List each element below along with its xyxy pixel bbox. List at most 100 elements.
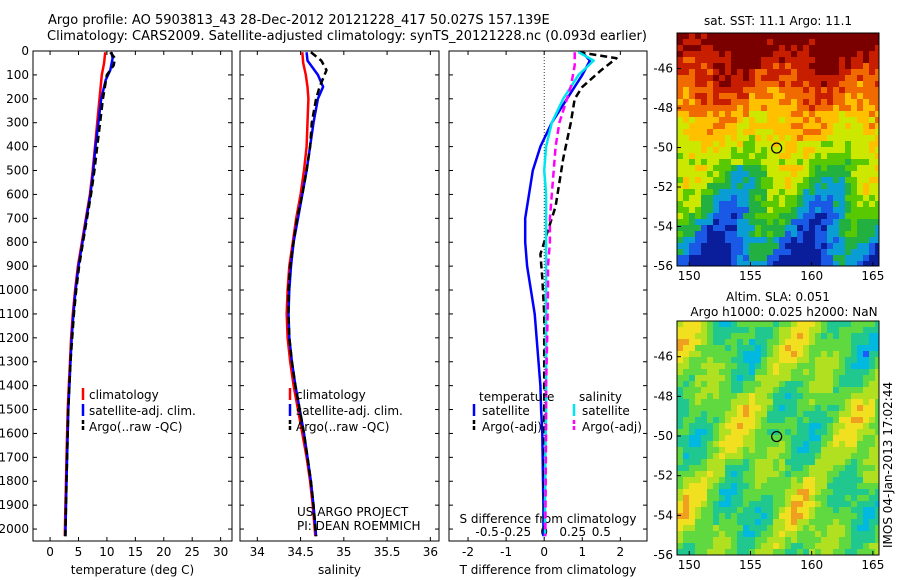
depth-tick-label: 700: [6, 211, 29, 225]
salinity-legend-label: Argo(-adj): [582, 420, 642, 434]
sst-map-xtick-label: 165: [861, 269, 884, 283]
salinity-diff-tick-label: -0.5: [475, 525, 498, 539]
temperature-xtick-label: 25: [185, 545, 200, 559]
temperature-legend-heading: temperature: [479, 390, 554, 404]
sst-map-ytick-label: -46: [653, 62, 673, 76]
depth-tick-label: 500: [6, 164, 29, 178]
salinity-xtick-label: 35.5: [374, 545, 401, 559]
salinity-legend-label: satellite-adj. clim.: [296, 404, 403, 418]
sst-map-ytick-label: -48: [653, 101, 673, 115]
depth-tick-label: 1200: [0, 331, 29, 345]
sst-map-frame: [676, 32, 880, 267]
temperature-xtick-label: 10: [99, 545, 114, 559]
salinity-legend-label: Argo(..raw -QC): [296, 420, 389, 434]
salinity-xtick-label: 34: [250, 545, 265, 559]
difference-xtick-label: -2: [462, 545, 474, 559]
sst-map-xtick-label: 155: [739, 269, 762, 283]
salinity-diff-tick-label: 0.25: [559, 525, 586, 539]
sst-map-xtick-label: 150: [678, 269, 701, 283]
difference-xlabel: T difference from climatology: [459, 563, 637, 577]
temperature-legend-label: satellite-adj. clim.: [89, 404, 196, 418]
figure-title-line1: Argo profile: AO 5903813_43 28-Dec-2012 …: [48, 13, 550, 28]
sla-map-xtick-label: 165: [861, 558, 884, 572]
salinity-legend-label: climatology: [296, 388, 366, 402]
sla-map-ytick-label: -48: [653, 389, 673, 403]
depth-tick-label: 600: [6, 187, 29, 201]
depth-tick-label: 1100: [0, 307, 29, 321]
depth-tick-label: 900: [6, 259, 29, 273]
depth-tick-label: 1400: [0, 379, 29, 393]
sla-map-xtick-label: 155: [739, 558, 762, 572]
difference-series-2: [542, 51, 595, 537]
depth-tick-label: 400: [6, 140, 29, 154]
depth-tick-label: 200: [6, 92, 29, 106]
sst-map-argo-marker: [771, 142, 783, 154]
sst-map-ytick-label: -56: [653, 259, 673, 273]
salinity-xtick-label: 36: [423, 545, 438, 559]
difference-xtick-label: 2: [617, 545, 625, 559]
salinity-xtick-label: 35: [336, 545, 351, 559]
salinity-legend-label: satellite: [582, 404, 630, 418]
sst-map-ytick-label: -54: [653, 220, 673, 234]
sst-map-xtick-label: 160: [800, 269, 823, 283]
project-annotation: US ARGO PROJECT: [297, 505, 409, 519]
pi-annotation: PI: DEAN ROEMMICH: [297, 519, 420, 533]
temperature-legend-label: Argo(-adj): [482, 420, 542, 434]
depth-tick-label: 100: [6, 68, 29, 82]
temperature-xtick-label: 30: [213, 545, 228, 559]
depth-tick-label: 1800: [0, 474, 29, 488]
sla-map-ytick-label: -54: [653, 508, 673, 522]
difference-series-1: [539, 50, 618, 537]
sla-map-field: [677, 321, 879, 555]
imos-timestamp-watermark: IMOS 04-Jan-2013 17:02:44: [881, 382, 895, 548]
sla-map-title: Altim. SLA: 0.051: [726, 290, 830, 304]
sst-map-title: sat. SST: 11.1 Argo: 11.1: [704, 14, 852, 28]
sla-map-frame: [676, 320, 880, 556]
sla-map-xtick-label: 150: [678, 558, 701, 572]
temperature-xtick-label: 20: [156, 545, 171, 559]
depth-tick-label: 300: [6, 116, 29, 130]
depth-tick-label: 1600: [0, 426, 29, 440]
salinity-xlabel: salinity: [318, 563, 361, 577]
salinity-plot-frame: [239, 50, 440, 542]
depth-tick-label: 1900: [0, 498, 29, 512]
difference-xtick-label: 1: [578, 545, 586, 559]
difference-xlabel-top: S difference from climatology: [460, 512, 637, 526]
sla-map-subtitle: Argo h1000: 0.025 h2000: NaN: [690, 305, 877, 319]
sla-map-ytick-label: -50: [653, 429, 673, 443]
sla-map-ytick-label: -52: [653, 469, 673, 483]
temperature-plot-frame: [32, 50, 233, 542]
depth-tick-label: 0: [21, 44, 29, 58]
temperature-xtick-label: 0: [46, 545, 54, 559]
depth-tick-label: 1700: [0, 450, 29, 464]
sst-map-ytick-label: -50: [653, 141, 673, 155]
difference-series-3: [544, 52, 576, 537]
sla-map-ytick-label: -56: [653, 548, 673, 562]
temperature-xlabel: temperature (deg C): [71, 563, 194, 577]
depth-tick-label: 2000: [0, 522, 29, 536]
temperature-legend-label: Argo(..raw -QC): [89, 420, 182, 434]
sla-map-xtick-label: 160: [800, 558, 823, 572]
temperature-xtick-label: 15: [128, 545, 143, 559]
difference-xtick-label: -1: [500, 545, 512, 559]
sst-map-field: [677, 33, 879, 266]
temperature-legend-label: satellite: [482, 404, 530, 418]
difference-series-0: [523, 51, 592, 537]
depth-tick-label: 800: [6, 235, 29, 249]
salinity-legend-heading: salinity: [579, 390, 622, 404]
depth-tick-label: 1000: [0, 283, 29, 297]
temperature-legend-label: climatology: [89, 388, 159, 402]
sst-map-ytick-label: -52: [653, 180, 673, 194]
sla-map-ytick-label: -46: [653, 350, 673, 364]
salinity-diff-tick-label: -0.25: [500, 525, 531, 539]
salinity-xtick-label: 34.5: [287, 545, 314, 559]
salinity-diff-tick-label: 0.5: [592, 525, 611, 539]
difference-xtick-label: 0: [540, 545, 548, 559]
sla-map-argo-marker: [771, 430, 783, 443]
figure-title-line2: Climatology: CARS2009. Satellite-adjuste…: [47, 29, 647, 44]
temperature-xtick-label: 5: [75, 545, 83, 559]
salinity-series-2: [287, 51, 328, 537]
depth-tick-label: 1300: [0, 355, 29, 369]
depth-tick-label: 1500: [0, 403, 29, 417]
